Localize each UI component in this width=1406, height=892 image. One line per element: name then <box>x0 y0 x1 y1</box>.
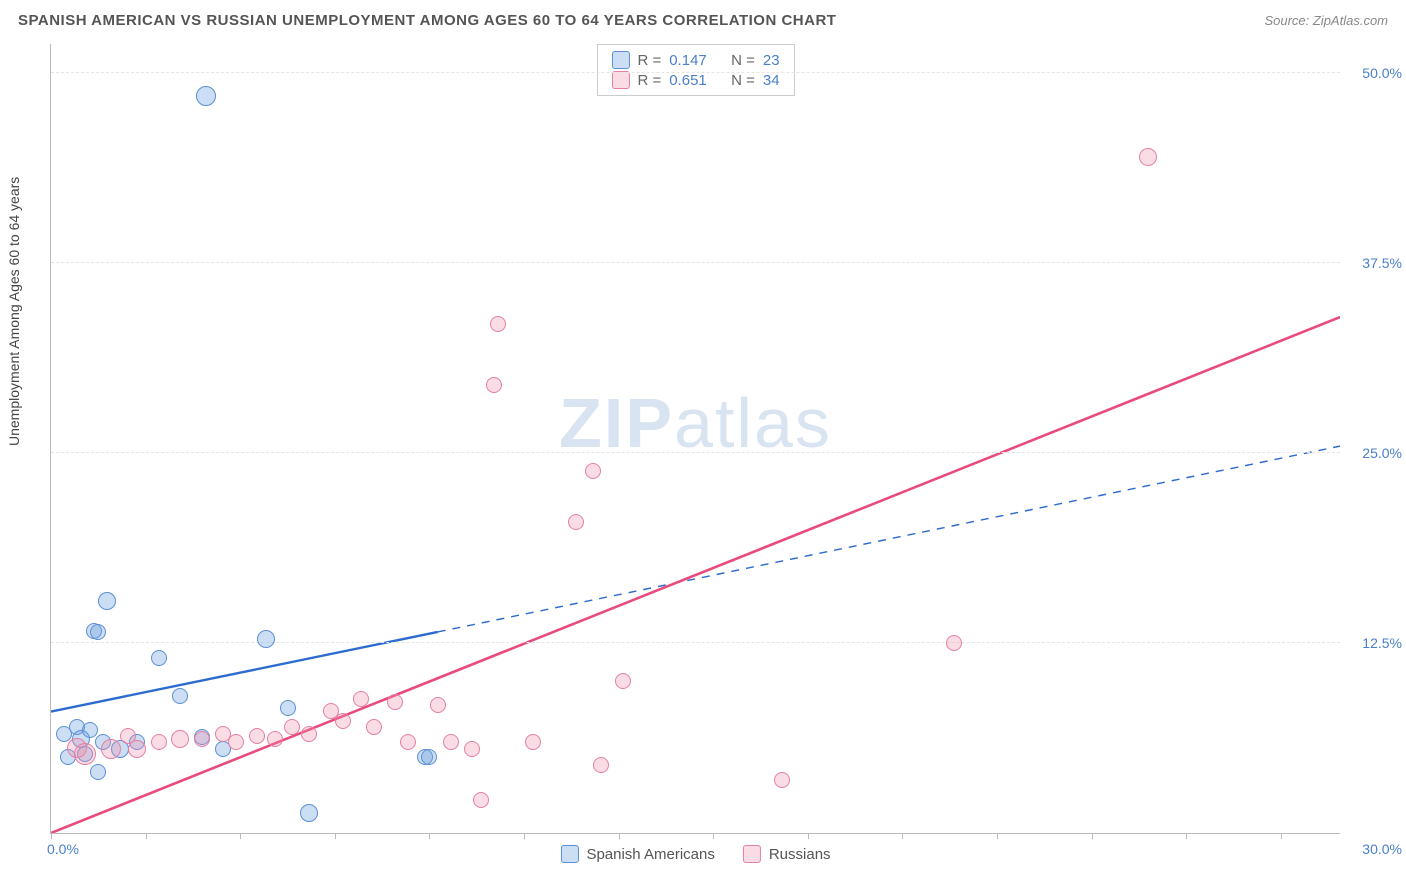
data-point-russian <box>74 743 96 765</box>
stats-box: R = 0.147 N = 23 R = 0.651 N = 34 <box>596 44 794 96</box>
data-point-spanish <box>280 700 296 716</box>
y-tick-label: 37.5% <box>1362 255 1402 271</box>
y-tick-label: 12.5% <box>1362 635 1402 651</box>
data-point-spanish <box>196 86 216 106</box>
data-point-russian <box>335 713 351 729</box>
data-point-russian <box>585 463 601 479</box>
watermark-atlas: atlas <box>674 384 832 462</box>
stats-row-russian: R = 0.651 N = 34 <box>611 71 779 89</box>
data-point-spanish <box>172 688 188 704</box>
legend-label-russian: Russians <box>769 846 831 863</box>
x-tick <box>146 833 147 839</box>
data-point-russian <box>473 792 489 808</box>
data-point-spanish <box>90 764 106 780</box>
data-point-russian <box>615 673 631 689</box>
data-point-russian <box>101 739 121 759</box>
data-point-russian <box>249 728 265 744</box>
x-tick <box>51 833 52 839</box>
chart-title: SPANISH AMERICAN VS RUSSIAN UNEMPLOYMENT… <box>18 12 836 29</box>
data-point-spanish <box>82 722 98 738</box>
stats-row-spanish: R = 0.147 N = 23 <box>611 51 779 69</box>
x-axis-start-label: 0.0% <box>47 841 79 857</box>
regression-line-dashed <box>438 446 1340 632</box>
data-point-russian <box>490 316 506 332</box>
data-point-russian <box>430 697 446 713</box>
gridline <box>51 452 1340 453</box>
legend: Spanish Americans Russians <box>560 845 830 863</box>
x-tick <box>1092 833 1093 839</box>
data-point-spanish <box>300 804 318 822</box>
x-tick <box>713 833 714 839</box>
data-point-spanish <box>98 592 116 610</box>
swatch-spanish <box>611 51 629 69</box>
data-point-spanish <box>257 630 275 648</box>
data-point-russian <box>228 734 244 750</box>
watermark-zip: ZIP <box>559 384 674 462</box>
watermark: ZIPatlas <box>559 383 832 463</box>
x-tick <box>335 833 336 839</box>
data-point-russian <box>486 377 502 393</box>
regression-line-solid <box>51 317 1340 833</box>
x-tick <box>240 833 241 839</box>
data-point-russian <box>284 719 300 735</box>
data-point-russian <box>171 730 189 748</box>
legend-swatch-spanish <box>560 845 578 863</box>
data-point-russian <box>194 731 210 747</box>
swatch-russian <box>611 71 629 89</box>
data-point-russian <box>267 731 283 747</box>
data-point-russian <box>946 635 962 651</box>
data-point-russian <box>525 734 541 750</box>
data-point-russian <box>151 734 167 750</box>
x-tick <box>524 833 525 839</box>
data-point-spanish <box>151 650 167 666</box>
data-point-russian <box>593 757 609 773</box>
r-value-russian: 0.651 <box>669 72 707 89</box>
data-point-russian <box>353 691 369 707</box>
x-axis-end-label: 30.0% <box>1362 841 1402 857</box>
n-value-spanish: 23 <box>763 52 780 69</box>
y-tick-label: 50.0% <box>1362 65 1402 81</box>
x-tick <box>429 833 430 839</box>
data-point-russian <box>443 734 459 750</box>
legend-label-spanish: Spanish Americans <box>586 846 714 863</box>
y-tick-label: 25.0% <box>1362 445 1402 461</box>
data-point-russian <box>400 734 416 750</box>
n-label: N = <box>731 52 755 69</box>
x-tick <box>619 833 620 839</box>
data-point-spanish <box>421 749 437 765</box>
gridline <box>51 262 1340 263</box>
x-tick <box>1281 833 1282 839</box>
legend-item-spanish: Spanish Americans <box>560 845 714 863</box>
gridline <box>51 642 1340 643</box>
regression-line-solid <box>51 632 438 712</box>
data-point-russian <box>464 741 480 757</box>
r-value-spanish: 0.147 <box>669 52 707 69</box>
x-tick <box>997 833 998 839</box>
data-point-russian <box>128 740 146 758</box>
data-point-russian <box>568 514 584 530</box>
n-value-russian: 34 <box>763 72 780 89</box>
plot-area: ZIPatlas R = 0.147 N = 23 R = 0.651 N = … <box>50 44 1340 834</box>
data-point-russian <box>301 726 317 742</box>
source-label: Source: ZipAtlas.com <box>1264 13 1388 28</box>
x-tick <box>808 833 809 839</box>
data-point-russian <box>387 694 403 710</box>
legend-swatch-russian <box>743 845 761 863</box>
n-label: N = <box>731 72 755 89</box>
data-point-spanish <box>90 624 106 640</box>
r-label: R = <box>637 72 661 89</box>
x-tick <box>1186 833 1187 839</box>
gridline <box>51 72 1340 73</box>
data-point-russian <box>1139 148 1157 166</box>
data-point-russian <box>774 772 790 788</box>
legend-item-russian: Russians <box>743 845 831 863</box>
y-axis-label: Unemployment Among Ages 60 to 64 years <box>6 177 22 446</box>
r-label: R = <box>637 52 661 69</box>
data-point-russian <box>366 719 382 735</box>
x-tick <box>902 833 903 839</box>
